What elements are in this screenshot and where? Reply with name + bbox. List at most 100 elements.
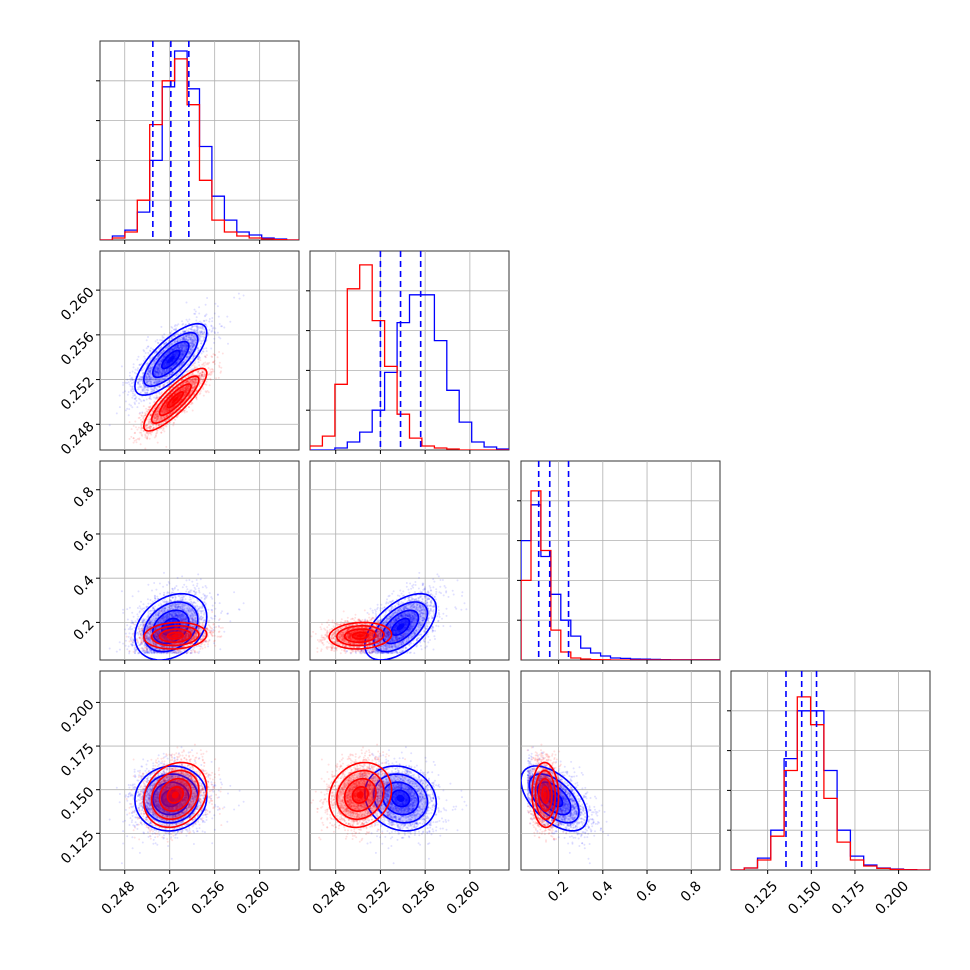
scatter-point — [163, 377, 166, 380]
scatter-point — [147, 373, 150, 376]
scatter-point — [148, 437, 151, 440]
scatter-point — [128, 437, 131, 440]
scatter-point — [149, 380, 152, 383]
scatter-point — [175, 374, 178, 377]
scatter-point — [191, 401, 194, 404]
scatter-point — [200, 321, 203, 324]
scatter-point — [148, 371, 151, 373]
scatter-point — [162, 426, 165, 429]
scatter-point — [130, 435, 133, 438]
scatter-point — [184, 335, 187, 338]
scatter-point — [181, 347, 183, 350]
scatter-point — [180, 342, 183, 345]
scatter-point — [147, 373, 150, 376]
scatter-point — [155, 378, 157, 381]
scatter-point — [180, 349, 183, 352]
scatter-point — [115, 412, 118, 415]
scatter-point — [191, 382, 193, 385]
scatter-point — [140, 427, 143, 430]
scatter-point — [145, 375, 148, 378]
scatter-point — [181, 369, 184, 372]
scatter-point — [144, 447, 147, 450]
scatter-point — [174, 346, 176, 349]
scatter-point — [207, 645, 210, 648]
scatter-point — [156, 366, 159, 369]
scatter-point — [164, 355, 167, 358]
scatter-point — [131, 406, 134, 409]
scatter-point — [185, 388, 188, 391]
scatter-point — [156, 417, 159, 420]
scatter-point — [204, 355, 207, 358]
scatter-point — [138, 364, 141, 367]
scatter-point — [163, 355, 166, 358]
panel-0-0 — [96, 40, 300, 244]
scatter-point — [120, 365, 123, 368]
scatter-point — [169, 421, 172, 424]
scatter-point — [146, 361, 149, 364]
scatter-point — [141, 368, 144, 371]
scatter-point — [151, 387, 154, 390]
scatter-point — [144, 377, 147, 380]
scatter-point — [154, 340, 157, 343]
scatter-point — [184, 387, 186, 390]
scatter-point — [150, 426, 153, 428]
scatter-point — [204, 383, 207, 386]
scatter-point — [159, 418, 162, 421]
scatter-point — [167, 340, 170, 343]
scatter-point — [155, 371, 158, 374]
scatter-point — [131, 386, 134, 388]
scatter-point — [149, 396, 152, 399]
scatter-point — [149, 358, 152, 361]
scatter-point — [155, 357, 157, 360]
scatter-point — [135, 399, 138, 402]
scatter-point — [201, 586, 204, 589]
scatter-point — [193, 340, 195, 343]
scatter-point — [178, 358, 181, 361]
scatter-point — [190, 348, 192, 351]
scatter-point — [158, 365, 161, 368]
scatter-point — [148, 376, 151, 378]
scatter-point — [173, 334, 176, 336]
scatter-point — [171, 348, 173, 351]
scatter-point — [146, 376, 149, 379]
scatter-point — [140, 422, 143, 425]
scatter-point — [183, 350, 186, 353]
scatter-point — [211, 368, 213, 370]
scatter-point — [183, 389, 186, 392]
scatter-point — [173, 341, 176, 344]
scatter-point — [203, 374, 206, 377]
scatter-point — [162, 412, 165, 415]
scatter-point — [154, 373, 156, 376]
scatter-point — [153, 419, 156, 422]
scatter-point — [184, 337, 187, 340]
scatter-point — [154, 370, 157, 373]
scatter-point — [183, 330, 186, 333]
scatter-point — [149, 368, 152, 371]
scatter-point — [134, 368, 137, 371]
scatter-point — [162, 349, 165, 352]
scatter-point — [126, 407, 129, 410]
scatter-point — [160, 431, 163, 434]
scatter-point — [128, 403, 131, 406]
scatter-point — [159, 368, 162, 370]
scatter-point — [181, 323, 184, 326]
scatter-point — [182, 353, 185, 356]
scatter-point — [201, 326, 203, 329]
scatter-point — [155, 357, 158, 360]
scatter-point — [145, 373, 148, 375]
scatter-point — [157, 355, 160, 358]
scatter-point — [169, 367, 172, 370]
scatter-point — [184, 381, 187, 384]
scatter-point — [153, 389, 156, 392]
scatter-point — [187, 355, 190, 358]
scatter-point — [179, 348, 182, 351]
scatter-point — [188, 352, 191, 355]
scatter-point — [118, 406, 121, 409]
scatter-point — [163, 383, 166, 386]
scatter-point — [147, 372, 150, 375]
scatter-point — [149, 371, 152, 374]
scatter-point — [156, 371, 159, 374]
scatter-point — [179, 344, 182, 347]
scatter-point — [151, 589, 153, 592]
scatter-point — [186, 345, 189, 348]
